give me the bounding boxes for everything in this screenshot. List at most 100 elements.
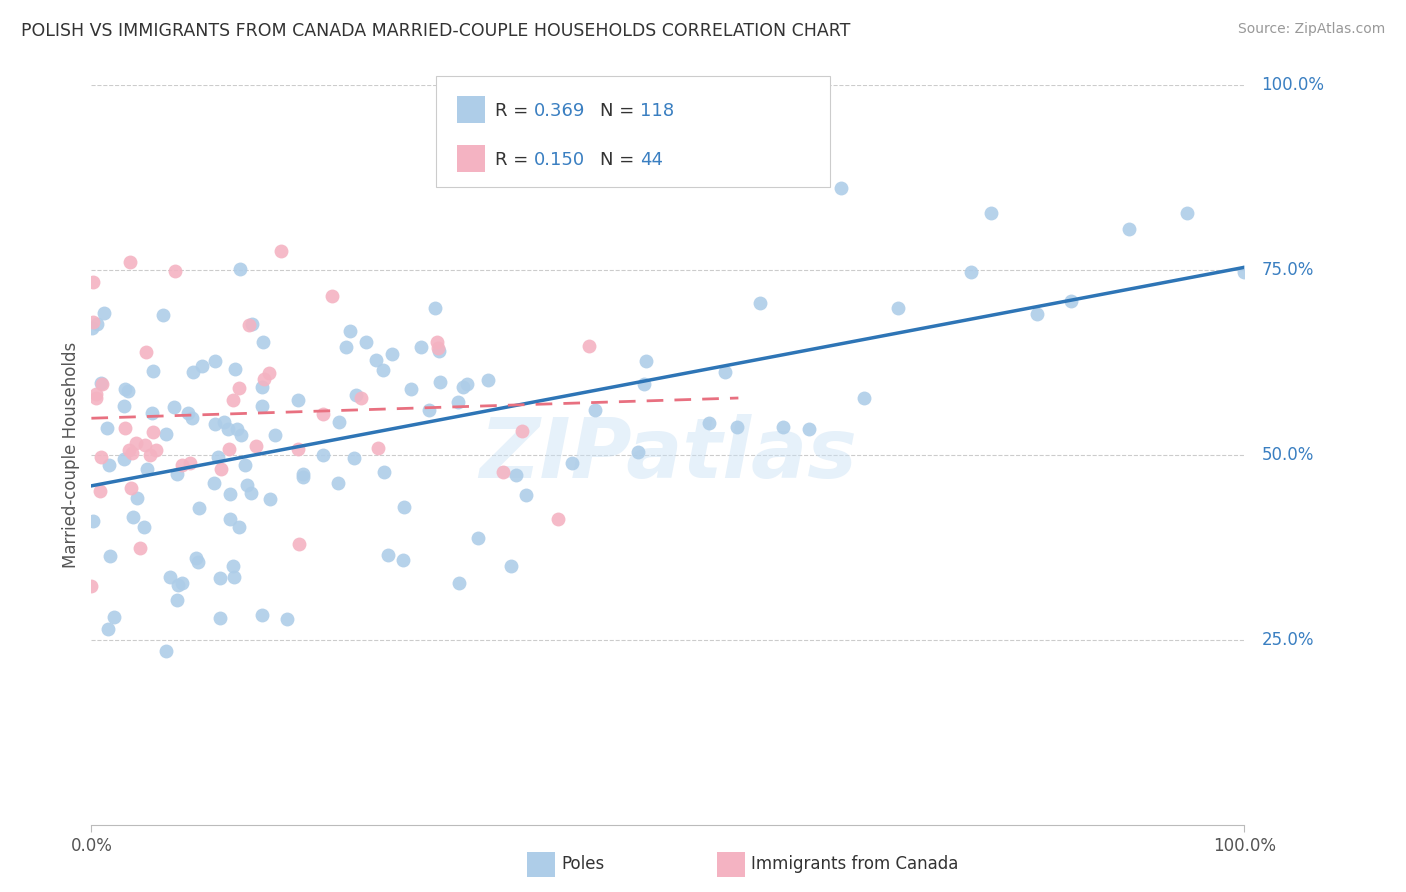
Point [222, 559, 245, 574]
Point [86, 392, 108, 406]
Point [122, 509, 145, 524]
Point [222, 570, 245, 584]
Point [125, 436, 148, 450]
Point [233, 458, 256, 472]
Point [152, 308, 174, 322]
Text: N =: N = [600, 152, 640, 169]
Point [367, 441, 389, 455]
Point [135, 344, 157, 359]
Point [354, 335, 377, 350]
Point [98, 549, 121, 563]
Text: 0.369: 0.369 [534, 102, 586, 120]
Text: Immigrants from Canada: Immigrants from Canada [751, 855, 957, 873]
Point [418, 403, 440, 417]
Point [960, 265, 983, 279]
Point [377, 548, 399, 562]
Point [238, 318, 260, 332]
Point [250, 608, 273, 623]
Text: N =: N = [600, 102, 640, 120]
Point [114, 421, 136, 435]
Point [121, 446, 143, 460]
Point [207, 450, 229, 464]
Point [228, 519, 250, 533]
Point [80, 321, 103, 335]
Point [499, 559, 522, 574]
Point [209, 571, 232, 585]
Point [252, 399, 274, 413]
Point [112, 451, 135, 466]
Point [240, 485, 263, 500]
Point [219, 512, 242, 526]
Point [90, 450, 112, 464]
Point [578, 339, 600, 353]
Point [1060, 294, 1083, 309]
Point [583, 402, 606, 417]
Point [120, 481, 142, 495]
Point [80, 579, 103, 593]
Point [118, 442, 141, 457]
Point [634, 353, 657, 368]
Point [117, 384, 139, 398]
Point [187, 555, 209, 569]
Point [349, 391, 371, 405]
Point [177, 406, 200, 420]
Point [134, 520, 156, 534]
Point [170, 458, 193, 472]
Point [339, 324, 361, 338]
Point [492, 466, 515, 480]
Point [245, 439, 267, 453]
Point [145, 443, 167, 458]
Point [714, 365, 737, 379]
Point [134, 437, 156, 451]
Point [853, 391, 876, 405]
Point [328, 415, 350, 429]
Point [86, 318, 108, 332]
Point [120, 255, 142, 269]
Point [276, 612, 298, 626]
Point [127, 491, 149, 506]
Point [82, 275, 104, 289]
Point [366, 353, 388, 368]
Point [229, 427, 252, 442]
Point [96, 421, 118, 435]
Point [225, 422, 247, 436]
Point [633, 376, 655, 391]
Point [208, 611, 231, 625]
Text: 118: 118 [640, 102, 673, 120]
Point [335, 340, 357, 354]
Text: Source: ZipAtlas.com: Source: ZipAtlas.com [1237, 22, 1385, 37]
Point [163, 400, 186, 414]
Point [142, 364, 165, 378]
Point [229, 262, 252, 277]
Point [166, 467, 188, 481]
Point [155, 644, 177, 658]
Point [467, 531, 489, 545]
Point [451, 380, 474, 394]
Point [287, 442, 309, 456]
Point [129, 541, 152, 555]
Point [252, 334, 274, 349]
Point [392, 553, 415, 567]
Point [142, 425, 165, 439]
Point [288, 537, 311, 551]
Point [163, 264, 186, 278]
Point [112, 399, 135, 413]
Point [228, 381, 250, 395]
Point [772, 419, 794, 434]
Point [257, 367, 280, 381]
Point [547, 511, 569, 525]
Point [409, 340, 432, 354]
Text: 50.0%: 50.0% [1261, 446, 1315, 464]
Text: 100.0%: 100.0% [1261, 76, 1324, 94]
Point [166, 592, 188, 607]
Point [259, 491, 281, 506]
Point [627, 445, 650, 459]
Text: ZIPatlas: ZIPatlas [479, 415, 856, 495]
Point [187, 501, 209, 516]
Point [263, 428, 285, 442]
Text: Poles: Poles [561, 855, 605, 873]
Point [447, 576, 470, 591]
Point [342, 450, 364, 465]
Point [427, 343, 450, 358]
Point [191, 359, 214, 374]
